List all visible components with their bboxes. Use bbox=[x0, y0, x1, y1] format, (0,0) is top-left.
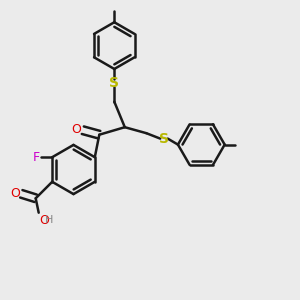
Text: H: H bbox=[45, 215, 54, 225]
Text: O: O bbox=[10, 187, 20, 200]
Text: O: O bbox=[71, 123, 81, 136]
Text: F: F bbox=[32, 151, 40, 164]
Text: S: S bbox=[109, 76, 119, 90]
Text: O: O bbox=[39, 214, 49, 227]
Text: S: S bbox=[159, 132, 169, 145]
